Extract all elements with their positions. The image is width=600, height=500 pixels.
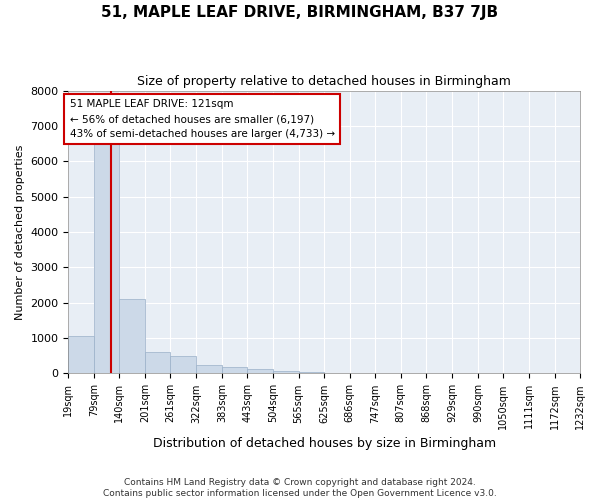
Title: Size of property relative to detached houses in Birmingham: Size of property relative to detached ho… (137, 75, 511, 88)
Bar (145, 352, 170, 374)
Bar (119, 299, 145, 374)
Bar (170, 356, 196, 374)
Bar (68, 336, 94, 374)
Bar (222, 368, 247, 374)
Bar (299, 372, 324, 374)
X-axis label: Distribution of detached houses by size in Birmingham: Distribution of detached houses by size … (152, 437, 496, 450)
Text: 51, MAPLE LEAF DRIVE, BIRMINGHAM, B37 7JB: 51, MAPLE LEAF DRIVE, BIRMINGHAM, B37 7J… (101, 5, 499, 20)
Text: Contains HM Land Registry data © Crown copyright and database right 2024.
Contai: Contains HM Land Registry data © Crown c… (103, 478, 497, 498)
Bar (247, 369, 273, 374)
Bar (196, 364, 222, 374)
Bar (273, 370, 299, 374)
Bar (94, 144, 119, 374)
Y-axis label: Number of detached properties: Number of detached properties (15, 144, 25, 320)
Text: 51 MAPLE LEAF DRIVE: 121sqm
← 56% of detached houses are smaller (6,197)
43% of : 51 MAPLE LEAF DRIVE: 121sqm ← 56% of det… (70, 100, 335, 139)
